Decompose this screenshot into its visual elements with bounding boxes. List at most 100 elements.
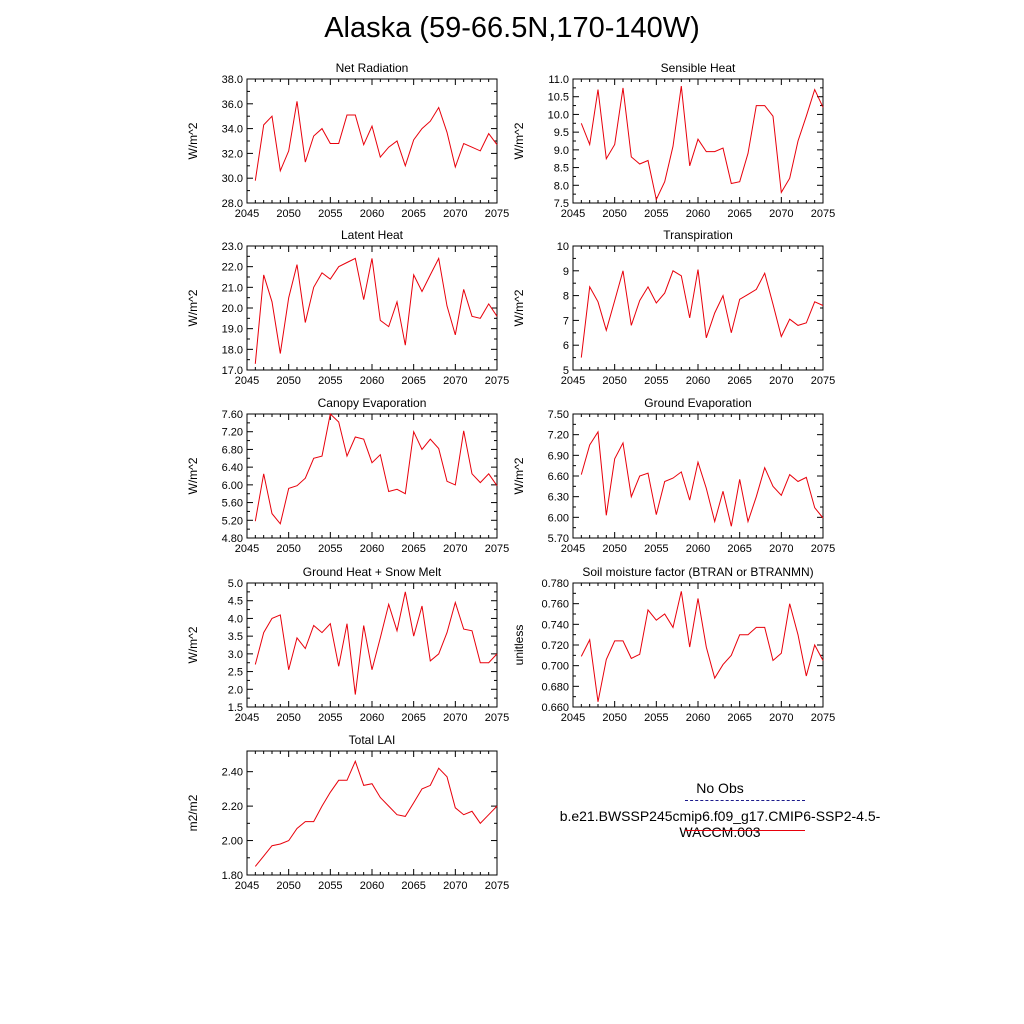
series-line — [254, 256, 498, 364]
x-tick-label: 2045 — [235, 880, 259, 892]
series-line — [580, 269, 824, 358]
chart-title: Ground Heat + Snow Melt — [303, 565, 442, 579]
y-tick-label: 32.0 — [222, 148, 243, 160]
x-tick-label: 2065 — [401, 880, 425, 892]
y-tick-label: 6.00 — [548, 512, 569, 524]
y-axis-label: unitless — [512, 625, 526, 666]
y-tick-label: 0.700 — [541, 661, 569, 673]
y-tick-label: 7.50 — [548, 409, 569, 421]
x-tick-label: 2045 — [561, 712, 585, 724]
x-tick-label: 2070 — [769, 543, 793, 555]
x-tick-label: 2070 — [769, 375, 793, 387]
x-tick-label: 2075 — [811, 208, 835, 220]
y-tick-label: 8.5 — [554, 163, 569, 175]
chart-title: Ground Evaporation — [644, 396, 751, 410]
y-tick-label: 8 — [563, 291, 569, 303]
chart-title: Soil moisture factor (BTRAN or BTRANMN) — [582, 565, 813, 579]
x-tick-label: 2050 — [276, 208, 300, 220]
x-tick-label: 2060 — [360, 208, 384, 220]
y-axis-label: W/m^2 — [512, 289, 526, 326]
x-tick-label: 2070 — [769, 208, 793, 220]
y-tick-label: 5 — [563, 365, 569, 377]
x-tick-label: 2060 — [686, 712, 710, 724]
y-tick-label: 38.0 — [222, 74, 243, 86]
series-line — [580, 591, 824, 702]
y-tick-label: 23.0 — [222, 241, 243, 253]
y-tick-label: 0.660 — [541, 702, 569, 714]
chart-net-radiation: Net Radiation W/m^2 2045 2050 2055 2060 2065 20… — [186, 61, 509, 220]
x-tick-label: 2050 — [276, 543, 300, 555]
x-tick-label: 2070 — [443, 208, 467, 220]
y-tick-label: 6.00 — [222, 480, 243, 492]
x-tick-label: 2075 — [485, 880, 509, 892]
x-tick-label: 2055 — [644, 375, 668, 387]
y-tick-label: 17.0 — [222, 365, 243, 377]
x-tick-label: 2060 — [686, 543, 710, 555]
y-tick-label: 10.0 — [548, 109, 569, 121]
series-line — [254, 591, 498, 695]
y-tick-label: 4.0 — [228, 613, 243, 625]
plot-frame — [572, 245, 824, 371]
x-tick-label: 2055 — [318, 712, 342, 724]
plot-frame — [246, 750, 498, 876]
y-tick-label: 4.80 — [222, 533, 243, 545]
plot-frame — [572, 582, 824, 708]
plot-frame — [572, 413, 824, 539]
x-tick-label: 2070 — [443, 880, 467, 892]
y-tick-label: 34.0 — [222, 124, 243, 136]
series-line — [254, 413, 498, 525]
x-tick-label: 2075 — [811, 375, 835, 387]
x-tick-label: 2045 — [235, 208, 259, 220]
y-tick-label: 4.5 — [228, 596, 243, 608]
series-line — [254, 759, 498, 867]
y-tick-label: 7.20 — [222, 427, 243, 439]
y-tick-label: 0.760 — [541, 599, 569, 611]
y-tick-label: 20.0 — [222, 303, 243, 315]
x-tick-label: 2055 — [318, 543, 342, 555]
y-tick-label: 6.30 — [548, 492, 569, 504]
y-tick-label: 5.20 — [222, 515, 243, 527]
chart-canopy-evaporation: Canopy Evaporation W/m^2 2045 2050 2055 2060 2… — [186, 396, 509, 555]
plot-frame — [246, 78, 498, 204]
chart-title: Transpiration — [663, 228, 733, 242]
y-tick-label: 1.80 — [222, 870, 243, 882]
y-axis-label: W/m^2 — [512, 457, 526, 494]
x-tick-label: 2065 — [401, 375, 425, 387]
chart-ground-evaporation: Ground Evaporation W/m^2 2045 2050 2055 2060 2… — [512, 396, 835, 555]
x-tick-label: 2075 — [811, 543, 835, 555]
x-tick-label: 2065 — [727, 208, 751, 220]
x-tick-label: 2045 — [561, 208, 585, 220]
x-tick-label: 2055 — [318, 880, 342, 892]
x-tick-label: 2055 — [318, 208, 342, 220]
legend-label-no-obs: No Obs — [696, 780, 744, 796]
chart-latent-heat: Latent Heat W/m^2 2045 2050 2055 2060 2065 2070… — [186, 228, 509, 387]
plot-frame — [246, 413, 498, 539]
x-tick-label: 2060 — [360, 543, 384, 555]
x-tick-label: 2060 — [360, 712, 384, 724]
y-tick-label: 10 — [557, 241, 569, 253]
chart-title: Total LAI — [349, 733, 396, 747]
series-line — [254, 101, 498, 181]
x-tick-label: 2045 — [561, 375, 585, 387]
chart-title: Latent Heat — [341, 228, 404, 242]
y-axis-label: W/m^2 — [186, 457, 200, 494]
legend-swatch-no-obs — [685, 800, 805, 801]
chart-soil-moisture-factor-btran-or-btranmn: Soil moisture factor (BTRAN or BTRANMN) u… — [512, 565, 835, 724]
y-tick-label: 7.20 — [548, 430, 569, 442]
y-tick-label: 5.70 — [548, 533, 569, 545]
chart-transpiration: Transpiration W/m^2 2045 2050 2055 2060 2065 20… — [512, 228, 835, 387]
x-tick-label: 2060 — [686, 208, 710, 220]
y-tick-label: 0.780 — [541, 578, 569, 590]
x-tick-label: 2075 — [485, 543, 509, 555]
chart-title: Net Radiation — [336, 61, 409, 75]
y-tick-label: 0.680 — [541, 681, 569, 693]
y-tick-label: 3.0 — [228, 649, 243, 661]
y-tick-label: 6.80 — [222, 444, 243, 456]
x-tick-label: 2050 — [276, 712, 300, 724]
x-tick-label: 2045 — [235, 375, 259, 387]
y-axis-label: W/m^2 — [512, 122, 526, 159]
y-tick-label: 2.20 — [222, 801, 243, 813]
x-tick-label: 2065 — [401, 543, 425, 555]
y-tick-label: 0.740 — [541, 619, 569, 631]
